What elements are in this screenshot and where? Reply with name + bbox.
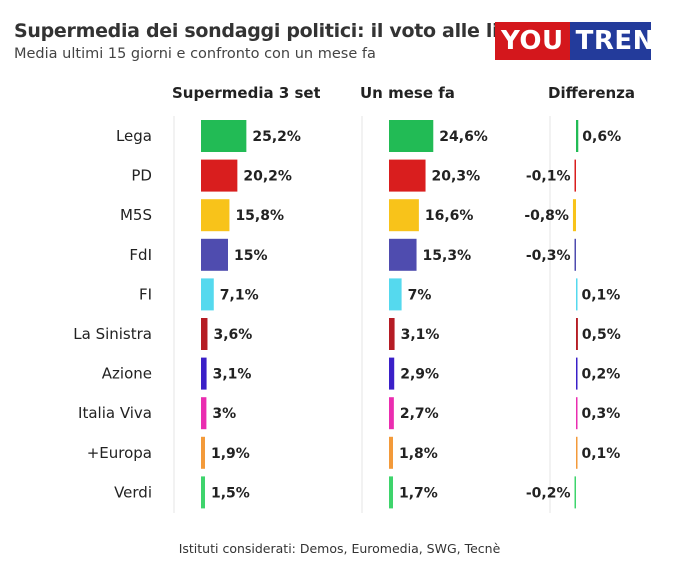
bar-current-azione xyxy=(201,357,207,390)
value-label-current-verdi: 1,5% xyxy=(211,485,250,501)
value-label-difference-pd: -0,1% xyxy=(526,169,571,185)
bar-month-ago-fi xyxy=(389,278,402,311)
value-label-month-ago-europa: 1,8% xyxy=(399,446,438,462)
value-label-current-m5s: 15,8% xyxy=(235,208,284,224)
bar-difference-europa xyxy=(576,436,578,469)
value-label-difference-fdi: -0,3% xyxy=(526,248,571,264)
value-label-difference-europa: 0,1% xyxy=(582,446,621,462)
bar-current-lega xyxy=(201,120,247,152)
value-label-month-ago-m5s: 16,6% xyxy=(425,208,474,224)
value-label-month-ago-azione: 2,9% xyxy=(400,367,439,383)
bar-current-europa xyxy=(201,436,205,469)
value-label-difference-la-sinistra: 0,5% xyxy=(582,327,621,343)
bar-difference-pd xyxy=(574,159,576,192)
bar-month-ago-fdi xyxy=(389,238,417,271)
column-header-current: Supermedia 3 settembre xyxy=(172,84,320,102)
logo-trend-text: TREND xyxy=(575,26,677,56)
value-label-month-ago-lega: 24,6% xyxy=(439,129,488,145)
category-label-europa: +Europa xyxy=(87,444,152,462)
bar-current-italia-viva xyxy=(201,397,207,430)
bar-difference-verdi xyxy=(574,476,576,509)
category-label-italia-viva: Italia Viva xyxy=(78,404,152,422)
bar-month-ago-azione xyxy=(389,357,395,390)
bar-current-verdi xyxy=(201,476,205,509)
bar-current-la-sinistra xyxy=(201,318,208,350)
bar-difference-italia-viva xyxy=(576,397,578,430)
column-header-month-ago: Un mese fa xyxy=(360,84,455,102)
bar-current-m5s xyxy=(201,199,230,232)
value-label-month-ago-fi: 7% xyxy=(408,287,432,303)
bar-month-ago-italia-viva xyxy=(389,397,394,430)
chart-title: Supermedia dei sondaggi politici: il vot… xyxy=(14,20,531,42)
bar-month-ago-m5s xyxy=(389,199,419,232)
bar-month-ago-verdi xyxy=(389,476,393,509)
value-label-current-fdi: 15% xyxy=(234,248,268,264)
value-label-month-ago-italia-viva: 2,7% xyxy=(400,406,439,422)
value-label-difference-italia-viva: 0,3% xyxy=(582,406,621,422)
value-label-difference-lega: 0,6% xyxy=(582,129,621,145)
category-label-fi: FI xyxy=(139,285,152,303)
category-label-pd: PD xyxy=(131,167,152,185)
bar-difference-azione xyxy=(576,357,578,390)
bar-current-pd xyxy=(201,159,238,192)
value-label-current-la-sinistra: 3,6% xyxy=(213,327,252,343)
bar-month-ago-lega xyxy=(389,120,434,152)
bar-difference-la-sinistra xyxy=(576,318,578,350)
category-label-azione: Azione xyxy=(102,365,152,383)
bar-current-fdi xyxy=(201,238,228,271)
bar-current-fi xyxy=(201,278,214,311)
bar-difference-lega xyxy=(576,120,579,152)
bar-difference-fi xyxy=(576,278,578,311)
value-label-month-ago-fdi: 15,3% xyxy=(423,248,472,264)
category-label-verdi: Verdi xyxy=(114,483,152,501)
youtrend-logo: YOU TREND xyxy=(495,22,676,60)
value-label-month-ago-la-sinistra: 3,1% xyxy=(401,327,440,343)
category-label-fdi: FdI xyxy=(129,246,152,264)
bar-difference-m5s xyxy=(572,199,576,232)
bar-month-ago-la-sinistra xyxy=(389,318,395,350)
value-label-difference-m5s: -0,8% xyxy=(524,208,569,224)
category-label-lega: Lega xyxy=(116,127,152,145)
value-label-difference-verdi: -0,2% xyxy=(526,485,571,501)
sources-footer: Istituti considerati: Demos, Euromedia, … xyxy=(178,541,501,556)
value-label-current-europa: 1,9% xyxy=(211,446,250,462)
bar-month-ago-pd xyxy=(389,159,426,192)
value-label-difference-azione: 0,2% xyxy=(582,367,621,383)
value-label-current-lega: 25,2% xyxy=(252,129,301,145)
column-header-difference: Differenza xyxy=(548,84,636,102)
value-label-month-ago-pd: 20,3% xyxy=(432,169,481,185)
chart-subtitle: Media ultimi 15 giorni e confronto con u… xyxy=(14,46,376,62)
category-label-m5s: M5S xyxy=(120,206,152,224)
logo-you-text: YOU xyxy=(495,22,570,60)
bar-difference-fdi xyxy=(574,238,576,271)
value-label-current-pd: 20,2% xyxy=(243,169,292,185)
value-label-difference-fi: 0,1% xyxy=(582,287,621,303)
bar-month-ago-europa xyxy=(389,436,393,469)
value-label-current-fi: 7,1% xyxy=(220,287,259,303)
category-label-la-sinistra: La Sinistra xyxy=(73,325,152,343)
value-label-month-ago-verdi: 1,7% xyxy=(399,485,438,501)
value-label-current-italia-viva: 3% xyxy=(212,406,236,422)
value-label-current-azione: 3,1% xyxy=(213,367,252,383)
